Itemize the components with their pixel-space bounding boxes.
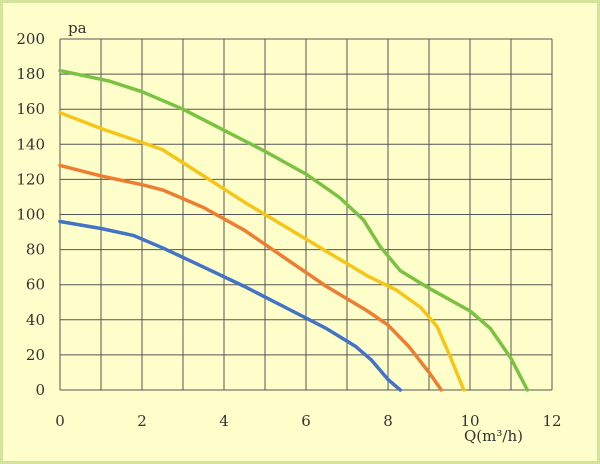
x-tick-label: 6: [301, 412, 311, 430]
x-tick-label: 2: [137, 412, 147, 430]
series-line-4: [58, 68, 530, 392]
y-tick-label: 40: [26, 311, 45, 329]
series-line-3: [58, 110, 466, 392]
x-axis-label: Q(m³/h): [464, 427, 523, 445]
y-tick-label: 180: [16, 65, 45, 83]
y-tick-label: 140: [16, 135, 45, 153]
y-tick-label: 80: [26, 241, 45, 259]
x-tick-label: 8: [383, 412, 393, 430]
tick-labels: 0 20 40 60 80 100 120 140 160 180 200 0 2 4 6 8 10 12: [16, 30, 561, 430]
y-tick-label: 120: [16, 170, 45, 188]
y-tick-label: 20: [26, 346, 45, 364]
y-tick-label: 160: [16, 100, 45, 118]
y-tick-label: 0: [35, 381, 45, 399]
x-tick-label: 0: [55, 412, 65, 430]
y-tick-label: 200: [16, 30, 45, 48]
x-tick-label: 10: [460, 412, 479, 430]
y-tick-label: 100: [16, 206, 45, 224]
series-group: [58, 68, 530, 392]
x-tick-label: 12: [542, 412, 561, 430]
series-line-2: [58, 163, 444, 392]
y-axis-label: pa: [68, 19, 87, 37]
series-line-1: [58, 219, 403, 392]
y-tick-label: 60: [26, 276, 45, 294]
x-tick-label: 4: [219, 412, 229, 430]
grid: [59, 38, 553, 391]
